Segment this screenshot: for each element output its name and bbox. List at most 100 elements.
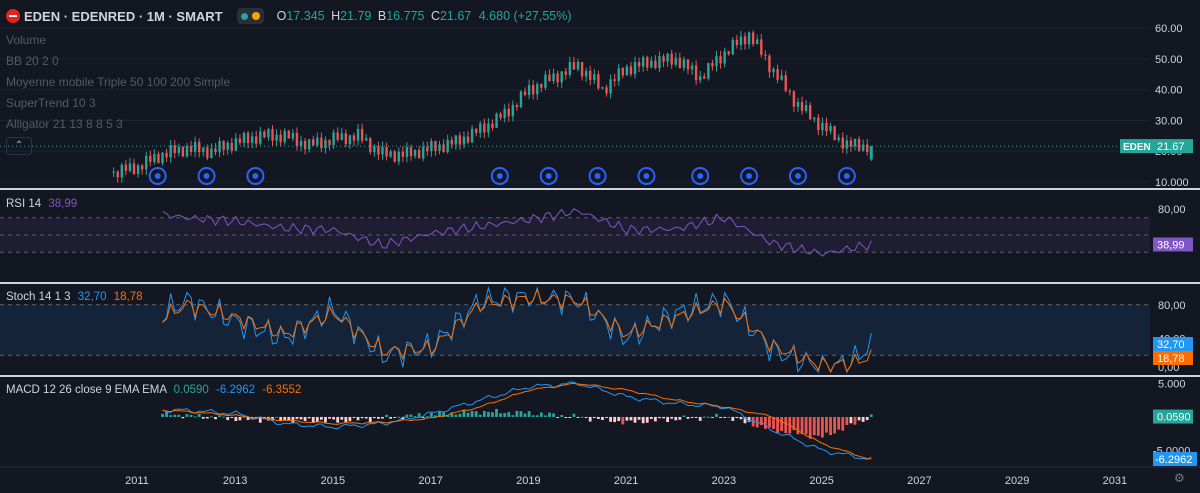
- alert-bell-icon: [251, 12, 260, 20]
- stoch-band: [0, 304, 1150, 356]
- macd-histogram-bar: [633, 416, 637, 423]
- market-open-dot-icon: [240, 12, 248, 20]
- candle-body: [320, 137, 323, 149]
- candle-body: [499, 113, 502, 118]
- macd-histogram-bar: [776, 416, 779, 434]
- candle-body: [597, 74, 600, 89]
- macd-histogram-bar: [523, 413, 527, 417]
- macd-histogram-bar: [816, 416, 820, 436]
- macd-histogram-bar: [319, 416, 323, 420]
- macd-histogram-bar: [499, 413, 503, 417]
- macd-histogram-bar: [348, 416, 352, 422]
- candle-body: [678, 57, 682, 68]
- candle-body: [662, 56, 665, 62]
- time-axis-label: 2027: [907, 475, 931, 487]
- rsi-legend[interactable]: RSI 14 38,99: [6, 198, 77, 210]
- macd-histogram-bar: [772, 416, 775, 429]
- macd-line-tag-text: -6.2962: [1155, 454, 1192, 466]
- candle-body: [303, 140, 307, 150]
- candle-body: [438, 144, 441, 151]
- settings-gear-icon[interactable]: ⚙: [1174, 471, 1185, 485]
- rsi-label: RSI 14: [6, 198, 42, 210]
- last-price-tag: [1153, 139, 1193, 154]
- candle-body: [356, 128, 360, 141]
- rsi-tag-text: 38,99: [1157, 239, 1185, 251]
- stoch-legend[interactable]: Stoch 14 1 3 32,70 18,78: [6, 291, 143, 303]
- macd-histogram-bar: [425, 416, 429, 418]
- candle-body: [442, 144, 445, 153]
- macd-histogram-bar: [287, 416, 291, 421]
- candle-body: [813, 117, 816, 120]
- event-marker-dot: [545, 173, 552, 179]
- candle-body: [120, 164, 124, 178]
- candle-body: [723, 51, 726, 64]
- candle-body: [800, 102, 804, 111]
- candle-body: [699, 76, 702, 81]
- macd-histogram-bar: [531, 415, 535, 417]
- candle-body: [650, 60, 653, 68]
- candle-body: [861, 144, 865, 151]
- event-marker-dot: [697, 173, 704, 179]
- macd-histogram-bar: [377, 416, 380, 419]
- macd-histogram-bar: [429, 413, 433, 417]
- macd-histogram-bar: [613, 416, 617, 423]
- price-tick-label: 10.000: [1155, 177, 1189, 189]
- candle-body: [434, 141, 437, 151]
- macd-histogram-bar: [368, 416, 372, 423]
- candle-body: [377, 146, 380, 155]
- candle-body: [641, 57, 645, 67]
- candle-body: [299, 140, 303, 146]
- macd-histogram-bar: [601, 416, 604, 420]
- rsi-line: [162, 208, 872, 257]
- symbol-title[interactable]: EDEN · EDENRED · 1M · SMART: [24, 8, 223, 24]
- candle-body: [279, 134, 282, 143]
- candle-body: [829, 125, 832, 132]
- candle-body: [621, 68, 625, 76]
- macd-histogram-bar: [645, 416, 649, 423]
- candle-body: [646, 57, 649, 68]
- ticker-tag-text: EDEN: [1123, 142, 1151, 153]
- indicator-alligator[interactable]: Alligator 21 13 8 8 5 3: [6, 117, 123, 131]
- candle-body: [540, 84, 543, 88]
- macd-histogram-bar: [214, 416, 217, 420]
- collapse-indicators-button[interactable]: ⌃: [6, 137, 32, 155]
- indicator-triple-ma[interactable]: Moyenne mobile Triple 50 100 200 Simple: [6, 75, 231, 89]
- macd-histogram-bar: [491, 412, 494, 417]
- macd-histogram-bar: [295, 416, 299, 419]
- indicator-supertrend[interactable]: SuperTrend 10 3: [6, 96, 96, 110]
- indicator-bollinger[interactable]: BB 20 2 0: [6, 54, 59, 68]
- macd-histogram-bar: [560, 414, 564, 417]
- candle-body: [519, 91, 523, 108]
- time-axis-label: 2015: [321, 475, 345, 487]
- candle-body: [206, 147, 209, 159]
- time-axis-label: 2019: [516, 475, 540, 487]
- macd-histogram-bar: [527, 411, 531, 417]
- candle-body: [312, 139, 315, 146]
- indicator-volume[interactable]: Volume: [6, 33, 47, 47]
- macd-legend[interactable]: MACD 12 26 close 9 EMA EMA 0.0590 -6.296…: [6, 384, 301, 396]
- candle-body: [324, 139, 327, 149]
- candle-body: [609, 79, 612, 94]
- candle-body: [181, 146, 185, 157]
- market-status-pill[interactable]: [236, 8, 264, 24]
- macd-histogram-bar: [857, 416, 861, 421]
- event-marker-dot: [643, 173, 650, 179]
- time-axis-label: 2011: [125, 475, 149, 487]
- candle-body: [226, 142, 229, 150]
- candle-body: [804, 105, 808, 111]
- candle-body: [633, 62, 637, 75]
- candle-body: [686, 59, 690, 70]
- candle-body: [161, 152, 164, 164]
- candle-body: [515, 104, 519, 108]
- time-axis-label: 2021: [614, 475, 638, 487]
- macd-histogram-bar: [519, 411, 523, 417]
- candle-body: [328, 139, 331, 145]
- open-value: 17.345: [286, 9, 325, 23]
- macd-histogram-bar: [197, 414, 201, 417]
- macd-hist-tag-text: 0.0590: [1157, 412, 1191, 424]
- event-marker-icon: [788, 167, 807, 185]
- pane-separator-0: [0, 188, 1200, 190]
- candle-body: [140, 165, 144, 170]
- candle-body: [124, 164, 128, 171]
